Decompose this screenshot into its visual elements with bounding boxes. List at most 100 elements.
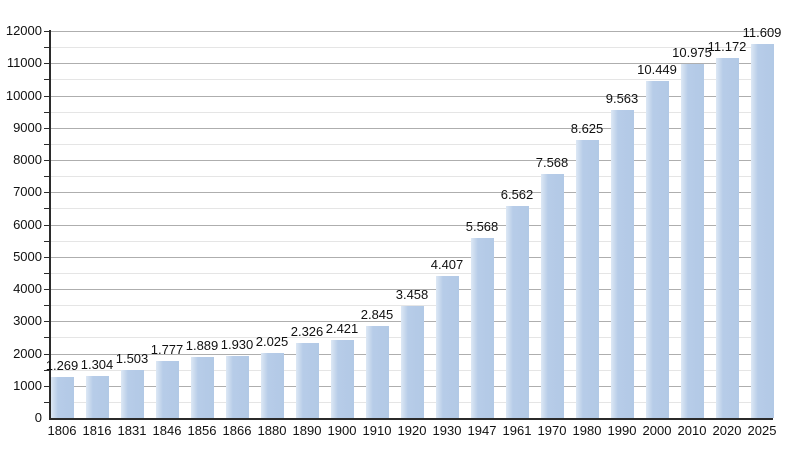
bar	[365, 326, 389, 418]
y-axis-tick	[44, 144, 49, 145]
x-tick-label: 1806	[47, 423, 77, 438]
x-tick-label: 1970	[537, 423, 567, 438]
y-axis-tick	[44, 354, 49, 355]
gridline-minor	[49, 273, 773, 274]
bar	[645, 81, 669, 418]
bar	[750, 44, 774, 418]
y-tick-label: 10000	[5, 88, 42, 103]
gridline-major	[49, 63, 773, 64]
bar	[155, 361, 179, 418]
y-axis-tick	[44, 79, 49, 80]
bar	[50, 377, 74, 418]
bar-value-label: 9.563	[605, 91, 639, 106]
gridline-minor	[49, 241, 773, 242]
bar-value-label: 2.326	[290, 324, 324, 339]
x-tick-label: 1947	[467, 423, 497, 438]
bar-value-label: 11.609	[742, 25, 782, 40]
bar-value-label: 2.845	[360, 307, 394, 322]
gridline-major	[49, 192, 773, 193]
y-axis-tick	[44, 160, 49, 161]
x-tick-label: 1890	[292, 423, 322, 438]
gridline-minor	[49, 305, 773, 306]
x-tick-label: 2000	[642, 423, 672, 438]
bar	[715, 58, 739, 418]
gridline-minor	[49, 112, 773, 113]
gridline-minor	[49, 47, 773, 48]
x-tick-label: 1831	[117, 423, 147, 438]
bar	[435, 276, 459, 418]
bar-value-label: 4.407	[430, 257, 464, 272]
x-tick-label: 1816	[82, 423, 112, 438]
x-tick-label: 1910	[362, 423, 392, 438]
x-tick-label: 1961	[502, 423, 532, 438]
y-axis-tick	[44, 63, 49, 64]
gridline-minor	[49, 79, 773, 80]
y-tick-label: 6000	[13, 217, 42, 232]
gridline-major	[49, 31, 773, 32]
bar	[470, 238, 494, 418]
y-tick-label: 11000	[6, 55, 42, 70]
x-tick-label: 1900	[327, 423, 357, 438]
x-tick-label: 1920	[397, 423, 427, 438]
bar-value-label: 8.625	[570, 121, 604, 136]
y-tick-label: 12000	[5, 23, 42, 38]
bar-value-label: 10.975	[672, 45, 712, 60]
bar	[575, 140, 599, 418]
x-tick-label: 2020	[712, 423, 742, 438]
bar-value-label: 2.025	[255, 334, 289, 349]
bar	[540, 174, 564, 418]
x-tick-label: 2010	[677, 423, 707, 438]
x-tick-label: 1880	[257, 423, 287, 438]
bar	[260, 353, 284, 418]
y-axis-tick	[44, 96, 49, 97]
bar	[610, 110, 634, 418]
bar	[225, 356, 249, 418]
y-axis-tick	[44, 257, 49, 258]
y-axis-tick	[44, 241, 49, 242]
x-tick-label: 1990	[607, 423, 637, 438]
y-axis-tick	[44, 370, 49, 371]
x-tick-label: 2025	[747, 423, 777, 438]
y-tick-label: 2000	[13, 346, 42, 361]
y-axis-tick	[44, 208, 49, 209]
gridline-major	[49, 160, 773, 161]
x-tick-label: 1846	[152, 423, 182, 438]
bar	[295, 343, 319, 418]
y-axis-tick	[44, 289, 49, 290]
bar	[330, 340, 354, 418]
bar-value-label: 10.449	[637, 62, 677, 77]
bar-value-label: 1.777	[150, 342, 184, 357]
x-tick-label: 1930	[432, 423, 462, 438]
bar-value-label: 1.930	[220, 337, 254, 352]
y-tick-label: 1000	[13, 378, 42, 393]
bar-value-label: 11.172	[707, 39, 747, 54]
y-tick-label: 7000	[13, 184, 42, 199]
y-tick-label: 4000	[13, 281, 42, 296]
bar-value-label: 3.458	[395, 287, 429, 302]
y-axis-tick	[44, 112, 49, 113]
bar	[680, 64, 704, 418]
bar-value-label: 2.421	[325, 321, 359, 336]
x-tick-label: 1980	[572, 423, 602, 438]
y-axis-tick	[44, 192, 49, 193]
bar-value-label: 1.503	[115, 351, 149, 366]
bar	[505, 206, 529, 418]
y-axis	[49, 30, 51, 419]
bar-value-label: 5.568	[465, 219, 499, 234]
gridline-minor	[49, 144, 773, 145]
bar	[190, 357, 214, 418]
y-axis-tick	[44, 176, 49, 177]
bar-value-label: 6.562	[500, 187, 534, 202]
y-axis-tick	[44, 225, 49, 226]
y-axis-tick	[44, 386, 49, 387]
x-tick-label: 1856	[187, 423, 217, 438]
bar-value-label: 1.269	[45, 358, 79, 373]
bar-value-label: 7.568	[535, 155, 569, 170]
y-axis-tick	[44, 273, 49, 274]
y-tick-label: 0	[34, 410, 42, 425]
bar	[400, 306, 424, 418]
y-axis-tick	[44, 31, 49, 32]
y-axis-tick	[44, 305, 49, 306]
